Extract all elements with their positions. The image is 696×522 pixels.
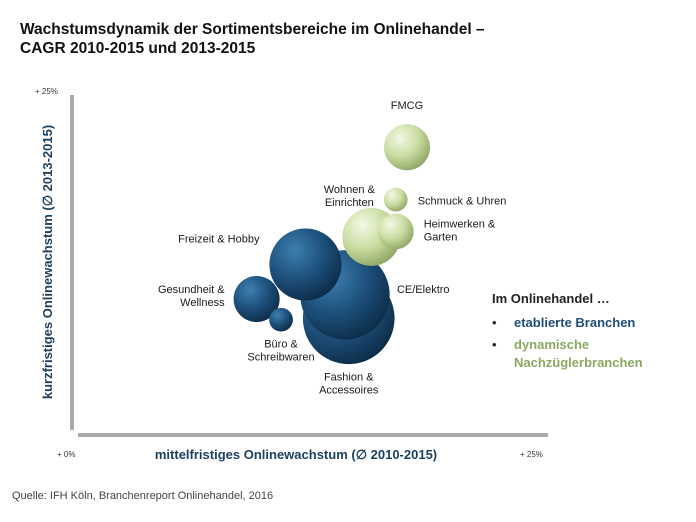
bubble-label: Heimwerken & Garten [424, 218, 496, 243]
bubble-label-line: Wellness [180, 297, 225, 309]
bubble-schmuck-uhren [383, 187, 408, 212]
bubble-gesundheit-wellness [233, 275, 280, 323]
source-note: Quelle: IFH Köln, Branchenreport Onlineh… [12, 490, 274, 502]
y-axis-label: kurzfristiges Onlinewachstum (∅ 2013-201… [40, 125, 55, 399]
bubble-label-line: Garten [424, 231, 458, 243]
bubble-label-line: CE/Elektro [397, 284, 450, 296]
x-axis-line [78, 433, 548, 437]
bubble-label-line: Einrichten [325, 197, 374, 209]
chart-title: Wachstumsdynamik der Sortimentsbereiche … [20, 20, 485, 58]
bubble-label-line: Heimwerken & [424, 218, 496, 230]
x-axis-label: mittelfristiges Onlinewachstum (∅ 2010-2… [155, 447, 437, 462]
legend-label-line: Nachzüglerbranchen [514, 355, 643, 370]
bubble-label-line: FMCG [391, 100, 423, 112]
bubble-fmcg [383, 124, 431, 171]
bullet: • [492, 315, 497, 330]
legend-item-etabliert: • etablierte Branchen [492, 314, 643, 332]
bubble-label-line: Accessoires [319, 384, 379, 396]
bubble-label-line: Wohnen & [324, 184, 376, 196]
bubble-büro-schreibwaren [269, 307, 293, 332]
bubble-label-line: Fashion & [324, 371, 374, 383]
bubble-label-line: Schmuck & Uhren [418, 196, 507, 208]
bubble-label: Gesundheit & Wellness [158, 284, 225, 309]
bubble-freizeit-hobby [269, 228, 342, 301]
bubble-label: Freizeit & Hobby [178, 234, 260, 246]
bubble-label: Schmuck & Uhren [418, 196, 507, 208]
bubble-label-line: Freizeit & Hobby [178, 234, 260, 246]
legend-item-dynamisch: • dynamische Nachzüglerbranchen [492, 336, 643, 372]
bubble-label: FMCG [391, 100, 423, 112]
bubble-label: Büro & Schreibwaren [247, 339, 314, 364]
bubble-label: Wohnen & Einrichten [324, 184, 376, 209]
legend: Im Onlinehandel … • etablierte Branchen … [492, 290, 643, 376]
bubble-label-line: Gesundheit & [158, 284, 225, 296]
x-tick-max: + 25% [520, 450, 543, 459]
bubble-label-line: Büro & [264, 339, 298, 351]
legend-label: etablierte Branchen [514, 315, 636, 330]
y-axis-line [70, 95, 74, 430]
x-tick-min: + 0% [57, 450, 75, 459]
legend-label: dynamische Nachzüglerbranchen [514, 336, 643, 372]
bubble-label-line: Schreibwaren [247, 352, 314, 364]
bubble-label: Fashion & Accessoires [319, 371, 379, 396]
legend-label-line: dynamische [514, 337, 590, 352]
bullet: • [492, 337, 497, 352]
y-tick-max: + 25% [35, 87, 58, 96]
legend-heading: Im Onlinehandel … [492, 291, 610, 306]
title-line-2: CAGR 2010-2015 und 2013-2015 [20, 40, 256, 57]
title-line-1: Wachstumsdynamik der Sortimentsbereiche … [20, 21, 485, 38]
bubble-label: CE/Elektro [397, 284, 450, 296]
bubble-heimwerken-garten [377, 213, 414, 250]
